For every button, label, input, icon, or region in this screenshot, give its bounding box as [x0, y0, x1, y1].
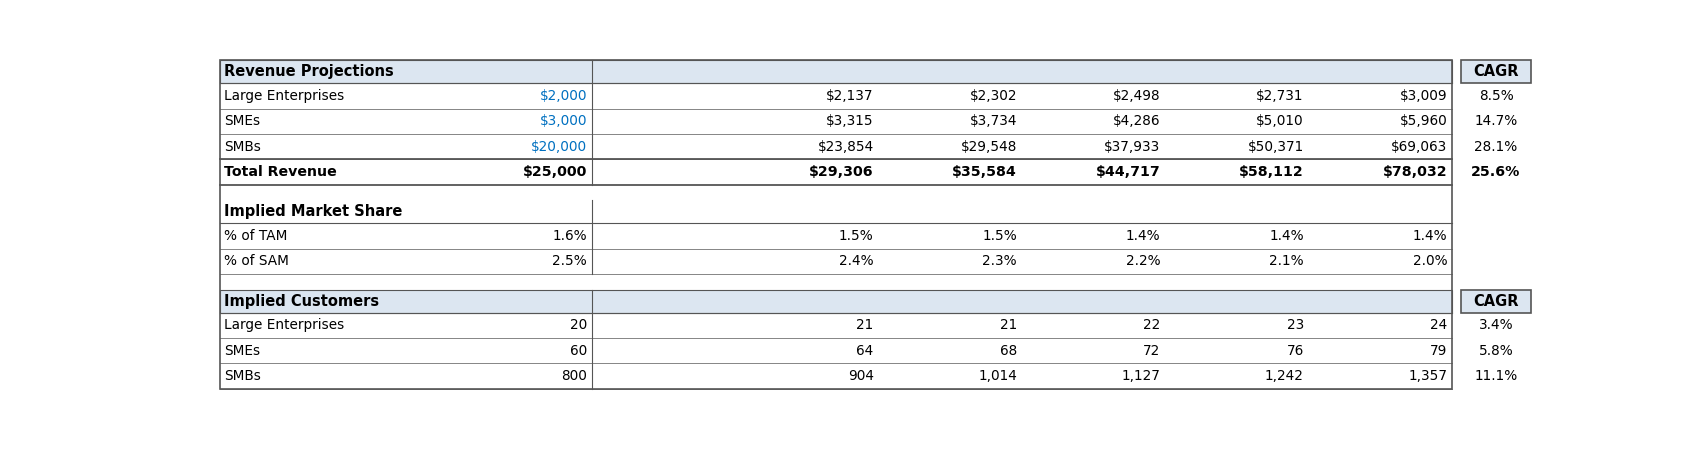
Text: 22: 22	[1144, 318, 1161, 332]
Text: 1.5%: 1.5%	[982, 229, 1017, 243]
Text: $29,548: $29,548	[961, 140, 1017, 154]
Text: $2,302: $2,302	[970, 89, 1017, 103]
Text: 8.5%: 8.5%	[1478, 89, 1514, 103]
Text: $23,854: $23,854	[818, 140, 874, 154]
Text: 23: 23	[1287, 318, 1304, 332]
Text: $58,112: $58,112	[1239, 165, 1304, 179]
Text: $25,000: $25,000	[522, 165, 587, 179]
Text: $2,731: $2,731	[1256, 89, 1304, 103]
Bar	[1461, 290, 1531, 313]
Text: 1,357: 1,357	[1408, 369, 1448, 383]
Text: 64: 64	[857, 344, 874, 358]
Text: 21: 21	[1000, 318, 1017, 332]
Text: 800: 800	[562, 369, 587, 383]
Text: CAGR: CAGR	[1473, 64, 1519, 79]
Text: 72: 72	[1144, 344, 1161, 358]
Text: $20,000: $20,000	[531, 140, 587, 154]
Text: 2.1%: 2.1%	[1270, 255, 1304, 268]
Text: SMEs: SMEs	[224, 114, 261, 128]
Text: 24: 24	[1430, 318, 1448, 332]
Text: 68: 68	[1000, 344, 1017, 358]
Text: 2.0%: 2.0%	[1413, 255, 1448, 268]
Text: $2,000: $2,000	[539, 89, 587, 103]
Text: 1.4%: 1.4%	[1270, 229, 1304, 243]
Text: $3,734: $3,734	[970, 114, 1017, 128]
Text: $69,063: $69,063	[1391, 140, 1448, 154]
Text: $44,717: $44,717	[1096, 165, 1161, 179]
Text: 79: 79	[1430, 344, 1448, 358]
Text: Large Enterprises: Large Enterprises	[224, 89, 345, 103]
Text: Total Revenue: Total Revenue	[224, 165, 336, 179]
Text: Revenue Projections: Revenue Projections	[224, 64, 394, 79]
Text: 2.3%: 2.3%	[983, 255, 1017, 268]
Text: 1,127: 1,127	[1121, 369, 1161, 383]
Text: 3.4%: 3.4%	[1478, 318, 1514, 332]
Text: 11.1%: 11.1%	[1475, 369, 1518, 383]
Text: 14.7%: 14.7%	[1475, 114, 1518, 128]
Text: % of SAM: % of SAM	[224, 255, 288, 268]
Text: $2,498: $2,498	[1113, 89, 1161, 103]
Text: $2,137: $2,137	[826, 89, 874, 103]
Text: $5,010: $5,010	[1256, 114, 1304, 128]
Text: $37,933: $37,933	[1104, 140, 1161, 154]
Bar	[220, 290, 1453, 313]
Text: SMEs: SMEs	[224, 344, 261, 358]
Text: 1.6%: 1.6%	[553, 229, 587, 243]
Text: 20: 20	[570, 318, 587, 332]
Text: $50,371: $50,371	[1248, 140, 1304, 154]
Text: 25.6%: 25.6%	[1471, 165, 1521, 179]
Text: $5,960: $5,960	[1400, 114, 1448, 128]
Text: Large Enterprises: Large Enterprises	[224, 318, 345, 332]
Text: 1.5%: 1.5%	[838, 229, 874, 243]
Text: $29,306: $29,306	[809, 165, 874, 179]
Text: Implied Market Share: Implied Market Share	[224, 204, 403, 219]
Text: $78,032: $78,032	[1383, 165, 1448, 179]
Text: 1.4%: 1.4%	[1413, 229, 1448, 243]
Text: 1,242: 1,242	[1265, 369, 1304, 383]
Text: 5.8%: 5.8%	[1478, 344, 1514, 358]
Text: 28.1%: 28.1%	[1475, 140, 1518, 154]
Bar	[220, 60, 1453, 83]
Bar	[220, 60, 1453, 389]
Text: % of TAM: % of TAM	[224, 229, 287, 243]
Text: 2.4%: 2.4%	[840, 255, 874, 268]
Text: $3,315: $3,315	[826, 114, 874, 128]
Text: 1.4%: 1.4%	[1127, 229, 1161, 243]
Bar	[1461, 60, 1531, 83]
Text: Implied Customers: Implied Customers	[224, 294, 379, 309]
Text: 2.5%: 2.5%	[551, 255, 587, 268]
Text: $4,286: $4,286	[1113, 114, 1161, 128]
Text: 1,014: 1,014	[978, 369, 1017, 383]
Text: 60: 60	[570, 344, 587, 358]
Text: $3,000: $3,000	[539, 114, 587, 128]
Text: $3,009: $3,009	[1400, 89, 1448, 103]
Text: 904: 904	[848, 369, 874, 383]
Text: SMBs: SMBs	[224, 140, 261, 154]
Text: 76: 76	[1287, 344, 1304, 358]
Text: 2.2%: 2.2%	[1127, 255, 1161, 268]
Text: SMBs: SMBs	[224, 369, 261, 383]
Text: 21: 21	[857, 318, 874, 332]
Text: $35,584: $35,584	[953, 165, 1017, 179]
Text: CAGR: CAGR	[1473, 294, 1519, 309]
